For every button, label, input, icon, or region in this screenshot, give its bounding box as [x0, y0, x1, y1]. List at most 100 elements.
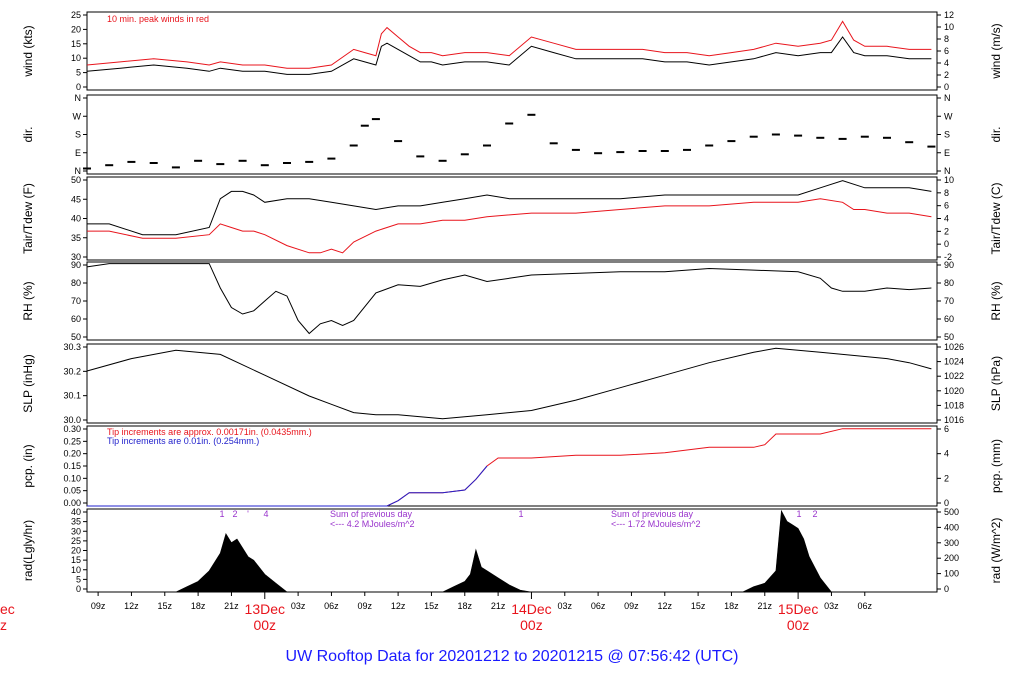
y-axis-label-right: pcp. (mm) [989, 439, 1003, 493]
dir-point [816, 136, 825, 139]
left-tick-label: 0.20 [63, 449, 81, 459]
right-tick-label: 1018 [944, 400, 964, 410]
dir-point [683, 148, 691, 151]
right-tick-label: E [944, 148, 950, 158]
chart-title: UW Rooftop Data for 20201212 to 20201215… [285, 648, 739, 665]
left-tick-label: N [75, 166, 82, 176]
left-tick-label: 0.30 [63, 424, 81, 434]
x-tick-label: 03z [558, 601, 573, 611]
left-tick-label: 5 [76, 68, 81, 78]
left-tick-label: 25 [71, 536, 81, 546]
y-axis-label-left: rad(Lgly/hr) [21, 520, 35, 581]
dir-point [438, 159, 447, 162]
left-tick-label: 15 [71, 39, 81, 49]
dir-point [260, 164, 269, 167]
rad-top-marker: 4 [263, 509, 268, 519]
day-label-time: 00z [520, 617, 543, 633]
rad-top-marker: ' [247, 509, 249, 519]
x-tick-label: 06z [591, 601, 606, 611]
series-temp-0 [87, 180, 932, 236]
left-tick-label: 90 [71, 260, 81, 270]
x-tick-label: 12z [124, 601, 139, 611]
left-tick-label: 10 [71, 53, 81, 63]
right-tick-label: W [944, 111, 953, 121]
y-axis-label-left: Tair/Tdew (F) [21, 183, 35, 254]
wind-annotation: 10 min. peak winds in red [107, 14, 209, 24]
left-tick-label: 0.25 [63, 436, 81, 446]
right-tick-label: 1020 [944, 386, 964, 396]
left-tick-label: 60 [71, 314, 81, 324]
y-axis-label-right: dir. [989, 126, 1003, 142]
x-tick-label: 06z [324, 601, 339, 611]
right-tick-label: S [944, 130, 950, 140]
left-tick-label: 40 [71, 507, 81, 517]
panel-frame-dir [86, 94, 938, 175]
dir-point [527, 113, 536, 116]
left-tick-label: 80 [71, 278, 81, 288]
dir-point [594, 152, 603, 155]
x-tick-label: 06z [858, 601, 873, 611]
x-tick-label: 21z [224, 601, 239, 611]
dir-point [238, 159, 247, 162]
x-tick-label: 21z [491, 601, 506, 611]
right-tick-label: 12 [944, 10, 954, 20]
y-axis-label-left: wind (kts) [21, 25, 35, 77]
right-tick-label: 10 [944, 22, 954, 32]
dir-point [638, 150, 647, 152]
day-label-date: 14Dec [511, 601, 551, 617]
right-tick-label: 60 [944, 314, 954, 324]
right-tick-label: 8 [944, 34, 949, 44]
dir-point [349, 144, 358, 147]
left-tick-label: E [75, 148, 81, 158]
dir-point [727, 140, 736, 143]
right-tick-label: 6 [944, 46, 949, 56]
left-tick-label: 0.00 [63, 498, 81, 508]
right-tick-label: 70 [944, 296, 954, 306]
y-axis-label-left: RH (%) [21, 281, 35, 320]
right-tick-label: 4 [944, 449, 949, 459]
right-tick-label: 2 [944, 226, 949, 236]
x-tick-label: 03z [824, 601, 839, 611]
daily-sum-label: Sum of previous day [611, 509, 694, 519]
panel-frame-slp [86, 343, 938, 424]
right-tick-label: 1016 [944, 415, 964, 425]
series-rh-0 [86, 263, 932, 335]
day-label-date-clipped: ec [0, 601, 15, 617]
right-tick-label: 8 [944, 188, 949, 198]
dir-point [571, 148, 580, 151]
left-tick-label: 20 [71, 24, 81, 34]
right-tick-label: N [944, 166, 951, 176]
rad-top-marker: 1 [796, 509, 801, 519]
daily-sum-value: <--- 1.72 MJoules/m^2 [611, 519, 701, 529]
dir-point [194, 159, 203, 162]
dir-point [660, 150, 669, 152]
y-axis-label-left: SLP (inHg) [21, 354, 35, 412]
dir-point [771, 133, 780, 136]
left-tick-label: 30 [71, 526, 81, 536]
right-tick-label: 500 [944, 507, 959, 517]
right-tick-label: 400 [944, 522, 959, 532]
series-pcp-1 [87, 465, 488, 507]
day-label-date: 15Dec [778, 601, 818, 617]
rad-top-marker: 2 [812, 509, 817, 519]
left-tick-label: 0.05 [63, 486, 81, 496]
x-tick-label: 15z [158, 601, 173, 611]
dir-point [883, 136, 891, 139]
rad-top-marker: 2 [232, 509, 237, 519]
left-tick-label: N [75, 93, 82, 103]
right-tick-label: 300 [944, 538, 959, 548]
x-tick-label: 09z [358, 601, 373, 611]
right-tick-label: 6 [944, 201, 949, 211]
dir-point [127, 160, 136, 163]
dir-point [105, 164, 114, 167]
dir-point [838, 137, 847, 140]
right-tick-label: 0 [944, 584, 949, 594]
series-rad-0 [175, 509, 833, 593]
left-tick-label: S [75, 130, 81, 140]
series-wind-0 [86, 36, 932, 75]
series-wind-1 [86, 20, 932, 69]
dir-point [171, 166, 180, 169]
series-slp-0 [86, 347, 932, 420]
x-tick-label: 12z [658, 601, 673, 611]
dir-point [305, 160, 314, 163]
